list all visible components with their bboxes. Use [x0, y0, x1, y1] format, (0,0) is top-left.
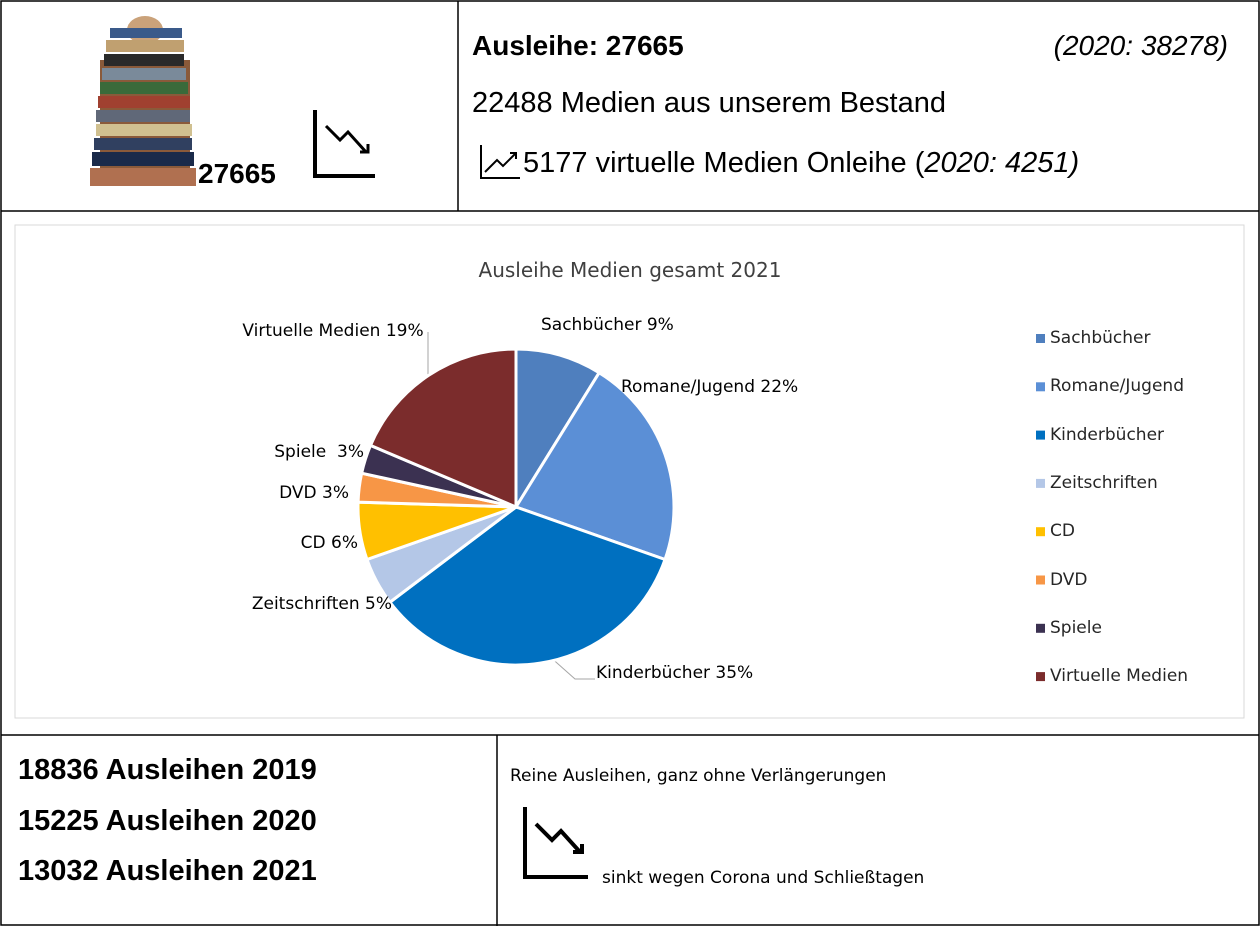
data-label: Virtuelle Medien 19%: [242, 321, 424, 341]
year-line: 18836 Ausleihen 2019: [18, 754, 317, 786]
legend-swatch: [1036, 575, 1045, 585]
pie-slice: [514, 347, 602, 513]
legend-swatch: [1036, 527, 1045, 537]
year-line: 13032 Ausleihen 2021: [18, 855, 317, 887]
pie-slice: [513, 370, 676, 562]
legend-label: Virtuelle Medien: [1050, 666, 1189, 687]
legend-label: Romane/Jugend: [1050, 376, 1184, 397]
legend-label: Spiele: [1050, 617, 1102, 638]
data-label: Spiele 3%: [274, 442, 364, 462]
legend-label: CD: [1050, 521, 1075, 542]
legend-swatch: [1036, 478, 1045, 488]
trend-down-icon: [523, 807, 588, 879]
count: 27665: [198, 158, 276, 189]
trend-up-icon: [480, 145, 520, 179]
legend-swatch: [1036, 430, 1045, 440]
data-label: Sachbücher 9%: [541, 315, 674, 335]
data-label: DVD 3%: [279, 483, 349, 503]
trend-note: sinkt wegen Corona und Schließtagen: [602, 868, 925, 888]
books-image: [90, 16, 196, 186]
chart-title: Ausleihe Medien gesamt 2021: [478, 258, 782, 282]
legend-swatch: [1036, 334, 1045, 343]
comparison: (2020: 38278): [1053, 30, 1228, 61]
data-label: Kinderbücher 35%: [596, 663, 754, 683]
legend-label: DVD: [1050, 569, 1088, 590]
legend-swatch: [1036, 623, 1045, 633]
line2-italic: 2020: 4251): [924, 147, 1080, 179]
data-label: Zeitschriften 5%: [251, 594, 392, 614]
data-label: Romane/Jugend 22%: [621, 377, 799, 397]
data-label: CD 6%: [300, 533, 358, 553]
legend-swatch: [1036, 672, 1045, 682]
note: Reine Ausleihen, ganz ohne Verlängerunge…: [510, 766, 887, 786]
line2: 5177 virtuelle Medien Onleihe (2020: 425…: [523, 147, 1079, 180]
title: Ausleihe: 27665: [472, 30, 684, 61]
year-line: 15225 Ausleihen 2020: [18, 805, 317, 837]
legend-label: Kinderbücher: [1050, 424, 1165, 445]
legend-label: Zeitschriften: [1050, 472, 1158, 493]
pie-slice: [368, 347, 518, 510]
pie-slice: [387, 505, 667, 667]
chart-frame: [14, 224, 1245, 719]
legend-label: Sachbücher: [1050, 328, 1151, 348]
legend-swatch: [1036, 382, 1045, 392]
trend-down-icon: [313, 110, 375, 178]
line2-text: 5177 virtuelle Medien Onleihe (: [523, 147, 925, 179]
line1: 22488 Medien aus unserem Bestand: [472, 87, 946, 119]
